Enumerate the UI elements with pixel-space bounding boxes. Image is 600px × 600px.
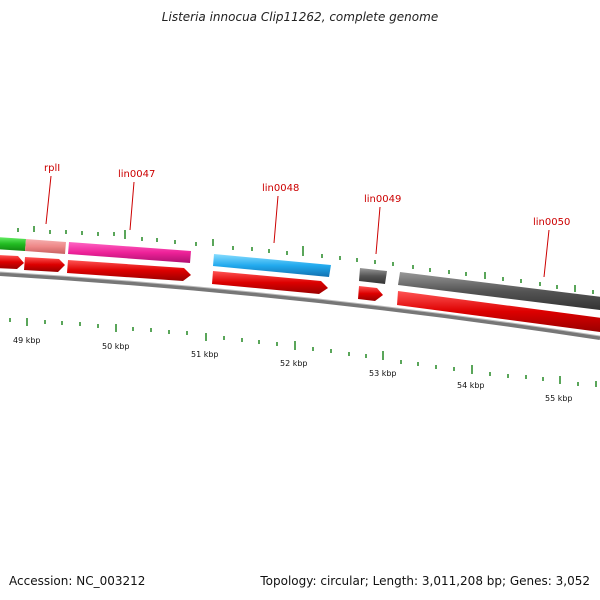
leader-lin0049 — [375, 206, 381, 255]
genome-stats-label: Topology: circular; Length: 3,011,208 bp… — [260, 574, 590, 588]
gene-label-lin0050[interactable]: lin0050 — [533, 217, 570, 228]
gc-ticks-upper — [17, 226, 594, 294]
leader-rplI — [45, 175, 52, 225]
backbone-inner — [0, 271, 600, 337]
leader-lin0050 — [543, 229, 550, 278]
orf-arrow — [0, 255, 24, 269]
accession-label: Accession: NC_003212 — [9, 574, 146, 588]
gene-label-lin0048[interactable]: lin0048 — [262, 183, 299, 194]
kbp-label: 55 kbp — [545, 394, 573, 403]
gene-feature-rplI — [25, 239, 66, 254]
orf-arrow — [24, 257, 65, 272]
orf-arrow — [212, 271, 328, 294]
orf-arrow — [397, 291, 600, 332]
gene-label-lin0049[interactable]: lin0049 — [364, 194, 401, 205]
orf-arrow — [358, 286, 383, 301]
kbp-label: 53 kbp — [369, 369, 397, 378]
kbp-label: 52 kbp — [280, 359, 308, 368]
gene-leaders — [45, 175, 550, 278]
gene-label-rplI[interactable]: rplI — [44, 163, 60, 174]
backbone-outer — [0, 272, 600, 340]
leader-lin0048 — [273, 195, 279, 244]
gene-feature-lin0049 — [359, 268, 387, 284]
orf-arrow — [67, 260, 191, 281]
orf-arrows — [0, 255, 600, 332]
gene-feature-lin0048 — [213, 254, 331, 277]
kbp-label: 51 kbp — [191, 350, 219, 359]
gene-features — [0, 237, 600, 310]
kbp-label: 54 kbp — [457, 381, 485, 390]
kbp-label: 50 kbp — [102, 342, 130, 351]
map-title: Listeria innocua Clip11262, complete gen… — [161, 10, 439, 24]
gene-feature-green — [0, 237, 26, 251]
gc-ticks-lower — [9, 318, 597, 387]
kbp-label: 49 kbp — [13, 336, 41, 345]
gene-feature-lin0050 — [398, 272, 600, 310]
leader-lin0047 — [129, 181, 135, 231]
gene-label-lin0047[interactable]: lin0047 — [118, 169, 155, 180]
gene-feature-lin0047 — [68, 242, 191, 263]
